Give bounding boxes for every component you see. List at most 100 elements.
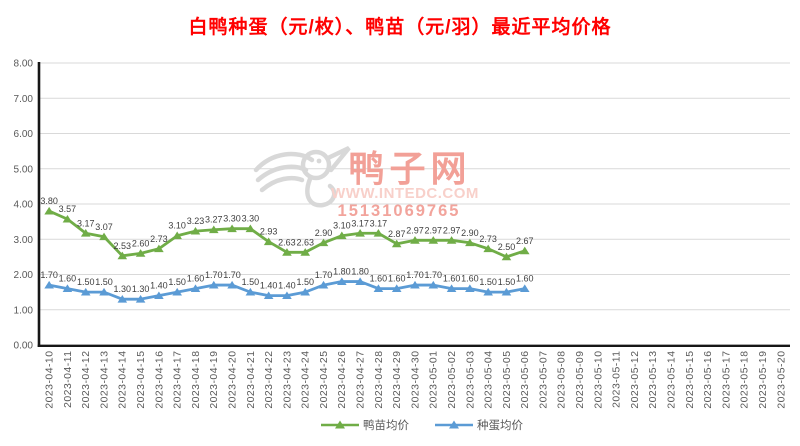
data-point-marker [44,206,54,215]
grid-layer: 0.00 1.00 2.00 3.00 4.00 5.00 6.00 7.00 8.00 2023… [14,59,790,409]
data-label: 1.70 [40,270,58,280]
legend-triangle-icon [449,420,459,429]
x-tick-label: 2023-05-03 [465,351,476,409]
legend-item-duckling-price: 鸭苗均价 [321,417,409,433]
data-point-marker [172,231,182,240]
x-tick-label: 2023-04-18 [191,351,202,409]
data-point-marker [282,291,292,300]
data-point-marker [318,280,329,289]
data-label: 3.17 [370,218,388,228]
data-point-marker [154,291,164,300]
data-point-marker [80,229,91,237]
x-tick-label: 2023-05-18 [740,351,751,409]
data-point-marker [318,238,329,247]
data-label: 2.87 [388,229,406,239]
x-tick-label: 2023-04-15 [136,351,147,409]
data-point-marker [117,251,128,260]
x-tick-label: 2023-04-17 [173,351,184,409]
data-label: 2.63 [278,237,296,247]
data-label: 1.40 [150,281,168,291]
data-point-marker [154,244,164,253]
data-point-marker [99,232,109,241]
data-point-marker [355,277,365,285]
data-label: 2.97 [425,225,443,235]
data-point-marker [300,287,311,296]
x-tick-label: 2023-04-20 [227,351,238,409]
x-tick-label: 2023-04-25 [319,351,330,409]
x-tick-label: 2023-05-19 [758,351,769,409]
y-tick-label: 3.00 [14,235,34,246]
data-point-marker [483,244,493,253]
data-label: 3.10 [168,221,186,231]
data-label: 1.40 [278,281,296,291]
data-point-marker [410,236,420,244]
legend-marker-egg [435,420,473,429]
data-point-marker [373,229,384,237]
series-layer: 3.803.573.17 3.072.53 2.60 2.733.10 3.23 3.27… [40,196,534,303]
x-tick-label: 2023-04-21 [246,351,257,409]
data-label: 1.70 [406,270,424,280]
data-point-marker [135,294,146,303]
data-point-marker [501,252,512,261]
data-point-marker [227,224,237,233]
data-label: 1.50 [479,277,497,287]
x-tick-label: 2023-04-10 [45,351,56,409]
data-point-marker [282,248,292,256]
data-label: 2.60 [132,238,150,248]
data-label: 1.60 [516,274,534,284]
data-point-marker [263,237,274,246]
data-label: 1.50 [242,277,260,287]
watermark-brand: 鸭子网 [348,148,471,189]
data-label: 3.57 [59,204,77,214]
data-point-marker [465,284,475,292]
y-tick-label: 0.00 [14,341,34,352]
data-label: 1.60 [59,274,77,284]
data-label: 2.90 [461,228,479,238]
data-label: 1.70 [223,270,241,280]
data-label: 1.80 [351,267,369,277]
x-tick-label: 2023-05-11 [612,351,623,408]
data-label: 3.17 [351,218,369,228]
legend-label-egg: 种蛋均价 [477,420,523,432]
legend-label-duckling: 鸭苗均价 [363,420,409,432]
data-label: 3.80 [40,196,58,206]
data-point-marker [446,236,457,244]
duck-eye [316,158,322,164]
duck-head [300,149,332,181]
data-point-marker [410,280,420,289]
watermark: 鸭子网 WWW.INTEDC.COM 15131069765 [253,145,479,220]
data-label: 3.17 [77,218,95,228]
data-label: 1.70 [425,270,443,280]
data-label: 1.50 [77,277,95,287]
x-tick-label: 2023-05-02 [447,351,458,409]
data-point-marker [245,224,256,233]
data-point-marker [172,287,182,296]
data-point-marker [391,239,402,248]
data-point-marker [355,229,365,237]
duck-logo-icon [253,145,351,208]
y-tick-label: 4.00 [14,200,34,211]
data-point-marker [245,287,256,296]
x-tick-label: 2023-05-08 [557,351,568,409]
data-point-marker [208,280,219,289]
chart-title: 白鸭种蛋（元/枚）、鸭苗（元/羽）最近平均价格 [188,17,612,38]
data-label: 2.63 [296,237,314,247]
data-point-marker [190,284,201,292]
x-tick-label: 2023-04-13 [99,351,110,409]
x-tick-label: 2023-05-10 [593,351,604,409]
data-label: 3.07 [95,222,113,232]
data-label: 1.30 [132,284,150,294]
x-tick-label: 2023-04-26 [337,351,348,409]
x-tick-label: 2023-05-20 [776,351,787,409]
data-point-marker [428,236,439,244]
data-label: 3.10 [333,221,351,231]
x-tick-label: 2023-05-13 [648,351,659,409]
data-label: 1.50 [498,277,516,287]
duck-beak [325,145,351,173]
data-label: 1.50 [168,277,186,287]
data-label: 3.30 [242,214,260,224]
watermark-url: WWW.INTEDC.COM [331,185,479,202]
data-point-marker [80,287,91,296]
watermark-phone: 15131069765 [338,202,461,220]
